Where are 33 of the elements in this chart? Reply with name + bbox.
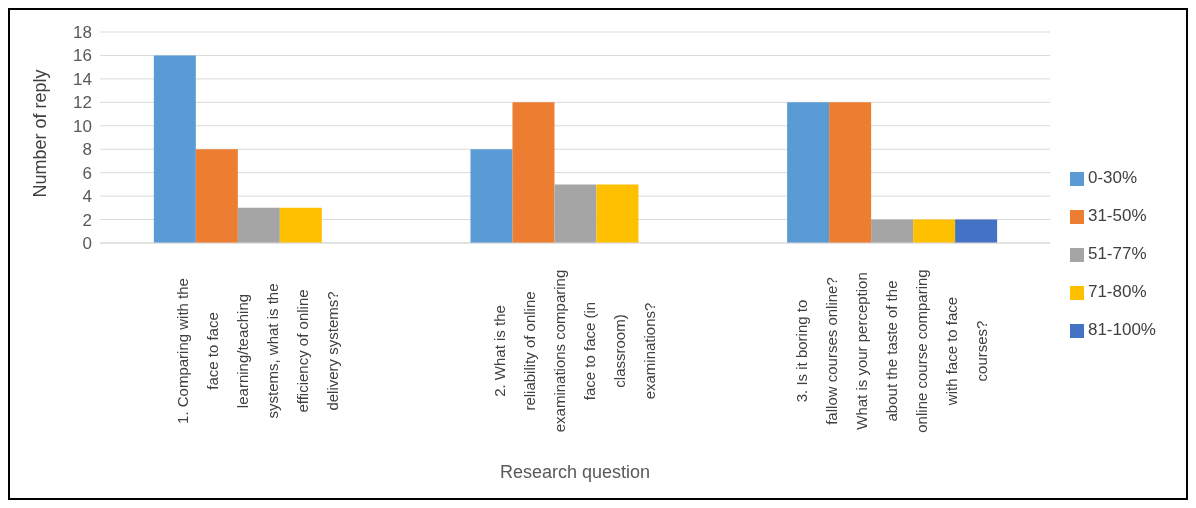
bar <box>195 149 238 243</box>
bar <box>470 149 513 243</box>
y-tick-label: 8 <box>82 140 92 160</box>
x-tick-label: 2. What is the reliability of online examinations comparing face to face (in classroom) examinations? <box>490 269 658 433</box>
x-tick-label: 3. Is it boring to fallow courses online? What is your perception about the taste of the online course comparing with face to face courses? <box>792 269 990 433</box>
bar <box>153 55 196 243</box>
legend-label: 71-80% <box>1087 282 1147 301</box>
bar <box>237 207 280 243</box>
bar <box>871 219 914 243</box>
bar <box>955 219 998 243</box>
y-tick-label: 14 <box>73 69 92 89</box>
legend-label: 51-77% <box>1087 244 1147 263</box>
bar <box>787 102 830 243</box>
bar <box>512 102 555 243</box>
y-tick-label: 10 <box>73 116 92 136</box>
y-tick-label: 6 <box>82 163 92 183</box>
y-tick-label: 4 <box>82 187 92 207</box>
x-tick-label: 1. Comparing with the face to face learning/teaching systems, what is the efficiency of online delivery systems? <box>174 278 342 424</box>
bar <box>829 102 872 243</box>
legend-label: 31-50% <box>1087 206 1147 225</box>
bar <box>596 184 639 243</box>
y-tick-label: 12 <box>73 93 92 113</box>
y-tick-label: 2 <box>82 210 92 230</box>
legend-label: 0-30% <box>1087 168 1138 187</box>
legend-label: 81-100% <box>1087 320 1156 339</box>
y-axis-title: Number of reply <box>30 69 51 198</box>
bar <box>913 219 956 243</box>
bar <box>279 207 322 243</box>
y-tick-label: 18 <box>73 23 92 43</box>
y-tick-label: 16 <box>73 46 92 66</box>
x-axis-title: Research question <box>499 462 651 482</box>
bar <box>554 184 597 243</box>
y-tick-label: 0 <box>82 234 92 254</box>
